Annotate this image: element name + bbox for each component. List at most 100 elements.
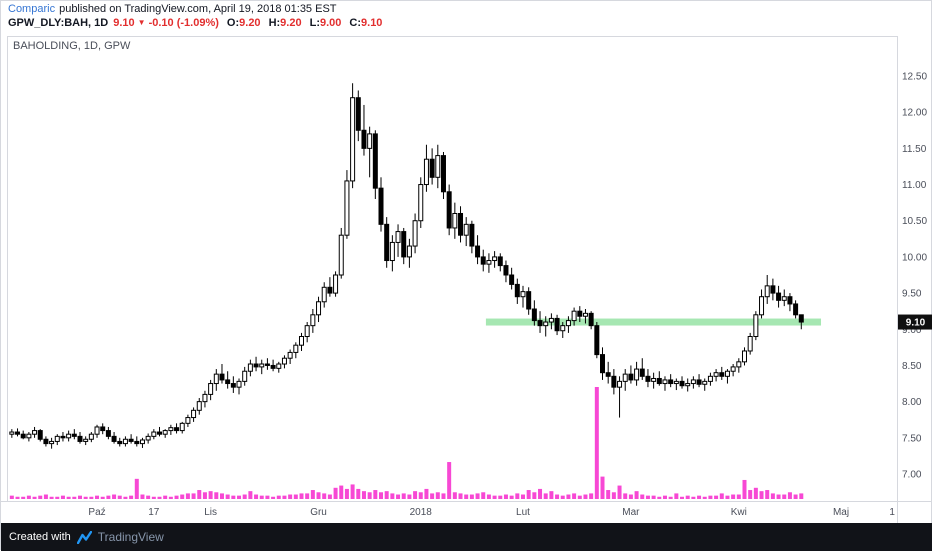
candle-body [531,308,537,322]
candle [355,90,361,142]
volume-bar [748,490,753,499]
candle [54,434,60,446]
author-link[interactable]: Comparic [8,3,56,15]
time-axis[interactable]: Paź 17 Lis Gru 2018 Lut Mar Kwi Maj 1 [88,507,895,518]
candle-body [338,234,344,276]
candle-body [196,401,202,411]
candle-body [287,351,293,359]
chart-area[interactable]: 7.00 7.50 8.00 8.50 9.00 9.50 10.00 10.50 11.00 1… [1,31,932,523]
candle [770,278,776,301]
candle [662,376,668,391]
candle-body [707,375,713,382]
volume-bar [100,496,105,499]
candle-body [304,325,310,338]
candle [321,282,327,308]
candle [520,285,526,308]
volume-bar [299,493,304,499]
candle [264,358,270,370]
candle-body [157,431,163,435]
volume-bar [140,494,145,499]
candle [378,177,384,232]
volume-bar [373,490,378,499]
support-zone-line[interactable] [485,318,822,326]
candle [287,349,293,365]
tradingview-logo-icon[interactable] [76,530,92,544]
volume-bar [492,495,497,499]
candle-body [367,133,373,149]
candle-body [702,380,708,385]
candle-body [458,212,464,236]
candle-body [503,265,509,276]
volume-bar [163,495,168,499]
price-axis[interactable]: 7.00 7.50 8.00 8.50 9.00 9.50 10.00 10.50 11.00 1… [902,72,927,481]
last-price: 9.10 [113,17,135,29]
chart-canvas[interactable]: 7.00 7.50 8.00 8.50 9.00 9.50 10.00 10.50 11.00 1… [1,31,932,523]
candle-body [651,377,657,382]
candle [747,332,753,355]
candle [196,398,202,415]
candle [656,371,662,386]
volume-bar [21,496,26,499]
time-axis-label: 1 [889,507,895,518]
volume-bar [180,494,185,499]
candle [111,432,117,444]
volume-bar [736,494,741,499]
candlestick-series [9,83,804,449]
symbol-name[interactable]: GPW_DLY:BAH, 1D [8,17,109,29]
candle-body [310,314,316,327]
candle-body [128,438,134,442]
volume-bar [719,493,724,499]
candle-body [247,363,253,372]
publish-info-bar: Comparic published on TradingView.com, A… [8,3,337,15]
chart-legend: BAHOLDING, 1D, GPW [13,40,131,52]
candle-body [713,372,719,377]
candle [543,316,549,337]
candle [236,378,242,395]
candle [174,423,180,434]
candle [179,421,185,434]
candle-body [446,191,452,229]
candle [622,369,628,391]
candle-body [88,433,94,440]
candle-body [355,97,361,131]
candle-body [480,256,486,265]
footer-bar: Created with TradingView [1,523,932,551]
candle [298,332,304,351]
down-triangle-icon: ▼ [137,18,146,27]
candle [71,429,77,440]
candle [134,436,140,447]
candle [554,314,560,336]
candle-body [463,223,469,236]
candle-body [77,435,83,442]
candle-body [361,129,367,149]
candle [418,177,424,228]
candle [77,432,83,444]
candle-body [634,368,640,381]
candle [253,356,259,372]
volume-bar [708,495,713,499]
candle-body [690,379,696,385]
volume-bar [555,494,560,499]
candle [412,213,418,254]
candle-body [582,312,588,317]
price-axis-label: 7.50 [902,433,922,444]
volume-bar [770,493,775,499]
candle [548,313,554,330]
volume-bar [560,495,565,499]
volume-bar [714,495,719,499]
candle-body [594,325,600,356]
tradingview-brand-link[interactable]: TradingView [97,530,164,544]
volume-bar [401,493,406,499]
candle-body [145,435,151,441]
price-axis-label: 12.00 [902,108,927,119]
price-axis-label: 8.00 [902,397,922,408]
candle-body [66,433,72,439]
candle-body [475,245,481,258]
candle [673,378,679,391]
candle [776,285,782,308]
time-axis-label: Lis [204,507,217,518]
candle [605,361,611,384]
volume-bar [361,491,366,499]
volume-bar [469,494,474,499]
volume-bar [288,494,293,499]
